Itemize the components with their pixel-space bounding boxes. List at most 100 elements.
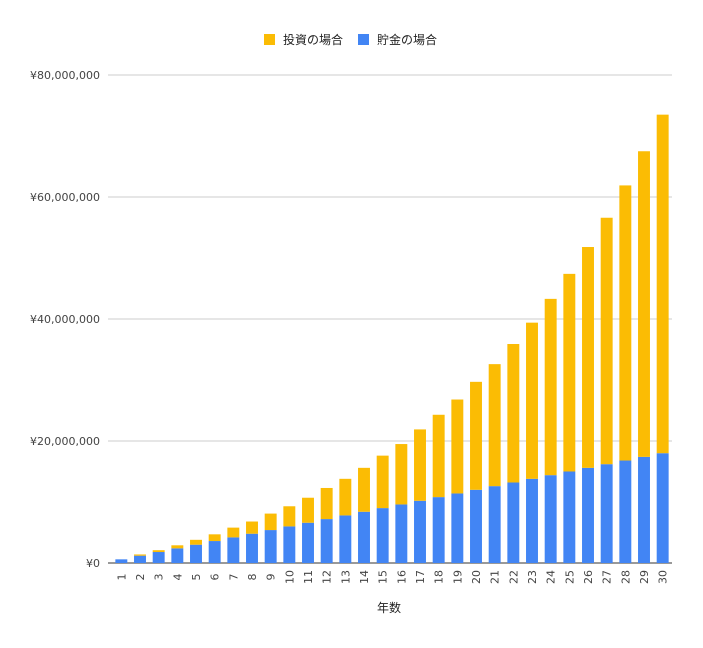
bar-savings [320, 519, 333, 563]
bar-investment [208, 534, 221, 542]
bar-savings [152, 552, 165, 563]
bar-savings [283, 526, 296, 563]
x-tick-label: 22 [507, 570, 520, 584]
bar-investment [544, 298, 557, 476]
bar-investment [358, 467, 370, 512]
bar-savings [432, 497, 445, 563]
x-tick-label: 17 [414, 570, 427, 584]
bar-savings [115, 559, 128, 563]
x-tick-label: 20 [470, 570, 483, 584]
bar-investment [414, 429, 426, 501]
bar-investment [302, 497, 314, 523]
x-tick-label: 7 [227, 574, 240, 581]
bar-investment [283, 506, 296, 527]
x-tick-label: 24 [545, 570, 558, 584]
bar-investment [470, 381, 482, 490]
bar-investment [432, 414, 445, 498]
bar-investment [656, 114, 669, 454]
bar-savings [619, 460, 632, 563]
x-tick-label: 11 [302, 570, 315, 584]
bar-savings [656, 453, 669, 563]
bar-investment [526, 322, 538, 479]
x-tick-label: 18 [433, 570, 446, 584]
x-tick-label: 19 [451, 570, 464, 584]
bar-investment [320, 487, 333, 520]
bar-investment [563, 273, 576, 472]
legend-swatch-investment [264, 34, 275, 45]
x-tick-label: 30 [657, 570, 670, 584]
bar-savings [339, 515, 352, 563]
bar-investment [246, 521, 258, 534]
bar-investment [152, 550, 165, 553]
x-axis-tick-labels: 1 2 3 4 5 6 7 8 9 10 11 12 13 14 15 16 17 18 19 20 21 22 23 24 2… [115, 570, 669, 584]
x-tick-label: 1 [115, 574, 128, 581]
bar-savings [264, 530, 277, 563]
bar-investment [134, 554, 146, 556]
bar-savings [638, 456, 650, 563]
y-tick-label: ¥60,000,000 [30, 191, 100, 204]
legend-label-investment: 投資の場合 [283, 32, 343, 47]
bar-savings [302, 522, 314, 563]
bar-savings [171, 548, 184, 563]
bar-savings [470, 489, 482, 563]
bar-investment [264, 513, 277, 531]
gridlines [108, 74, 672, 564]
bar-savings [488, 486, 501, 563]
bar-investment [190, 539, 202, 545]
bar-investment [395, 444, 408, 505]
legend-swatch-savings [358, 34, 369, 45]
y-tick-label: ¥20,000,000 [30, 435, 100, 448]
x-tick-label: 15 [377, 570, 390, 584]
bar-savings [600, 464, 613, 563]
x-axis-title: 年数 [377, 600, 401, 615]
x-tick-label: 10 [283, 570, 296, 584]
bar-savings [582, 467, 594, 563]
x-tick-label: 21 [489, 570, 502, 584]
bar-investment [171, 545, 184, 549]
y-tick-label: ¥80,000,000 [30, 69, 100, 82]
bar-savings [208, 541, 221, 563]
legend: 投資の場合 貯金の場合 [264, 32, 437, 47]
x-tick-label: 3 [153, 574, 166, 581]
bar-savings [507, 482, 520, 563]
bar-savings [358, 511, 370, 563]
x-tick-label: 8 [246, 574, 259, 581]
bar-savings [544, 475, 557, 563]
x-tick-label: 4 [171, 574, 184, 581]
bar-investment [227, 527, 240, 538]
x-tick-label: 14 [358, 570, 371, 584]
bar-savings [134, 555, 146, 563]
x-tick-label: 6 [209, 574, 222, 581]
x-tick-label: 16 [395, 570, 408, 584]
bar-savings [526, 478, 538, 563]
x-tick-label: 9 [265, 574, 278, 581]
bar-investment [600, 217, 613, 465]
bar-investment [619, 185, 632, 461]
x-tick-label: 25 [563, 570, 576, 584]
x-tick-label: 28 [619, 570, 632, 584]
x-tick-label: 2 [134, 574, 147, 581]
legend-label-savings: 貯金の場合 [377, 32, 437, 47]
bar-savings [190, 544, 202, 563]
x-tick-label: 12 [321, 570, 334, 584]
bar-investment [488, 364, 501, 487]
y-axis-tick-labels: ¥0 ¥20,000,000 ¥40,000,000 ¥60,000,000 ¥80,0… [30, 69, 100, 570]
bar-investment [339, 478, 352, 516]
bar-investment [376, 455, 389, 509]
y-tick-label: ¥40,000,000 [30, 313, 100, 326]
bars [115, 114, 669, 563]
bar-savings [376, 508, 389, 563]
x-tick-label: 26 [582, 570, 595, 584]
y-tick-label: ¥0 [86, 557, 100, 570]
bar-savings [246, 533, 258, 563]
x-tick-label: 23 [526, 570, 539, 584]
bar-investment [638, 151, 650, 457]
bar-savings [414, 500, 426, 563]
bar-investment [451, 399, 464, 494]
bar-investment [507, 344, 520, 483]
bar-investment [582, 247, 594, 468]
x-tick-label: 5 [190, 574, 203, 581]
bar-savings [451, 493, 464, 563]
